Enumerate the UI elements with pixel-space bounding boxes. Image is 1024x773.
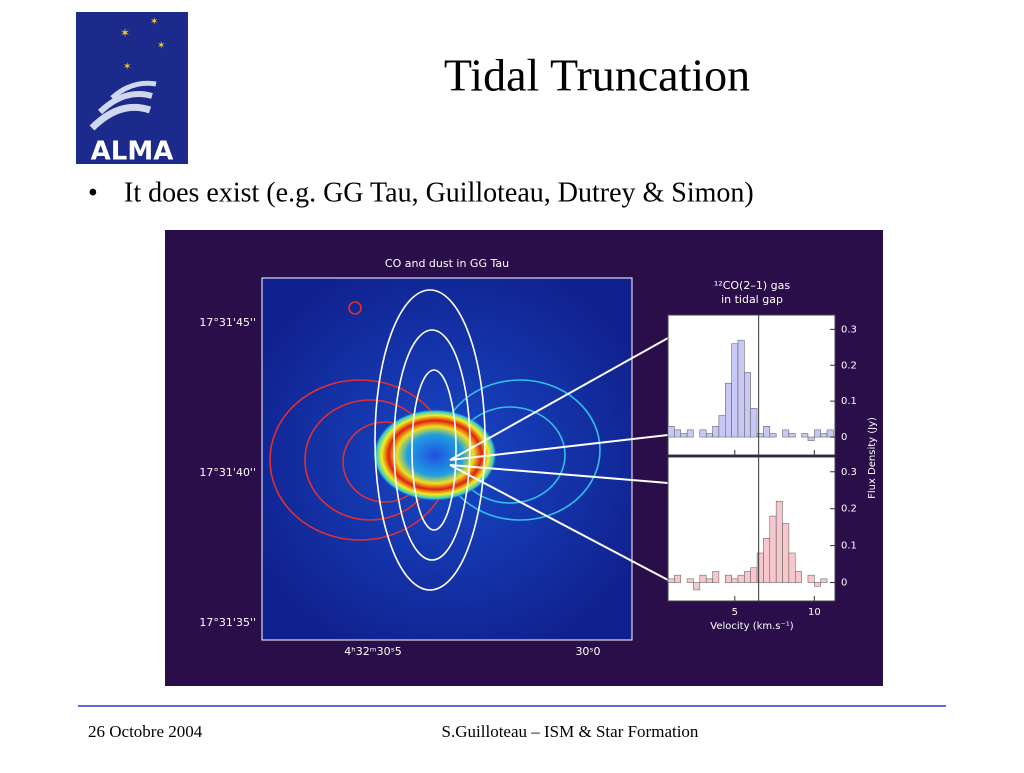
histogram-bar [680,433,688,438]
histogram-bar [693,582,701,591]
histogram-bar [699,574,707,583]
histogram-bar [788,552,796,583]
footer-center: S.Guilloteau – ISM & Star Formation [442,722,699,741]
histogram-bar [807,436,815,441]
histogram-bar [756,433,764,438]
histogram-bar [674,429,681,438]
histogram-bar [807,574,815,583]
spectrum-title: in tidal gap [721,293,783,306]
histogram-bar [705,433,713,438]
y-tick-label: 0.2 [841,504,857,515]
y-tick-label: 0.3 [841,467,857,478]
histogram-bar [705,578,713,583]
histogram-bar [794,571,802,583]
histogram-bar [674,574,681,583]
histogram-bar [769,433,777,438]
histogram-bar [744,571,751,583]
histogram-bar [731,343,739,438]
svg-text:✶: ✶ [150,16,158,27]
slide-title: Tidal Truncation [444,50,750,101]
y-tick-label: 0 [841,578,847,589]
y-tick-label: 0.1 [841,396,857,407]
histogram-bar [686,429,694,438]
bullet-marker: • [88,177,98,208]
histogram-bar [814,582,821,587]
y-tick-label: 0.3 [841,324,857,335]
histogram-bar [826,429,834,438]
histogram-bar [725,574,732,583]
histogram-bar [820,433,828,438]
histogram-bar [686,578,694,583]
histogram-bar [744,372,751,438]
histogram-bar [814,429,821,438]
x-axis-label: Velocity (km.s⁻¹) [710,621,794,632]
histogram-bar [737,339,745,438]
figure-title: CO and dust in GG Tau [385,257,509,270]
histogram-bar [750,567,758,583]
logo-text: ALMA [91,137,174,167]
histogram-bar [699,429,707,438]
x-tick-label: 5 [732,607,738,618]
histogram-bar [718,415,726,438]
histogram-bar [782,523,790,583]
histogram-bar [775,501,783,583]
svg-text:✶: ✶ [123,61,131,72]
dec-label: 17°31'40'' [199,466,256,479]
ra-label: 4ʰ32ᵐ30ˢ5 [344,645,401,658]
spectrum-title: ¹²CO(2–1) gas [714,279,790,292]
histogram-bar [756,552,764,583]
ra-label: 30ˢ0 [575,645,600,658]
svg-text:✶: ✶ [157,40,165,51]
footer-date: 26 Octobre 2004 [88,722,203,741]
y-tick-label: 0 [841,432,847,443]
figure: CO and dust in GG Tau 17°31'45'' 17°31'4… [165,230,883,686]
dust-ring [373,409,497,501]
bullet: It does exist (e.g. GG Tau, Guilloteau, … [124,177,754,208]
histogram-bar [725,382,732,438]
svg-text:✶: ✶ [120,26,130,40]
histogram-bar [782,429,790,438]
histogram-bar [667,426,675,438]
histogram-bar [667,578,675,583]
histogram-bar [820,578,828,583]
histogram-bar [763,426,771,438]
dec-label: 17°31'35'' [199,616,256,629]
histogram-bar [763,537,771,583]
histogram-bar [712,571,720,583]
histogram-bar [737,574,745,583]
y-axis-label: Flux Density (Jy) [867,417,878,499]
logo: ✶ ✶ ✶ ✶ ALMA [76,12,188,167]
histogram-bar [712,426,720,438]
dec-label: 17°31'45'' [199,316,256,329]
histogram-bar [801,433,809,438]
histogram-bar [769,515,777,583]
y-tick-label: 0.1 [841,541,857,552]
y-tick-label: 0.2 [841,360,857,371]
histogram-bar [750,408,758,438]
x-tick-label: 10 [808,607,821,618]
histogram-bar [788,433,796,438]
histogram-bar [731,578,739,583]
